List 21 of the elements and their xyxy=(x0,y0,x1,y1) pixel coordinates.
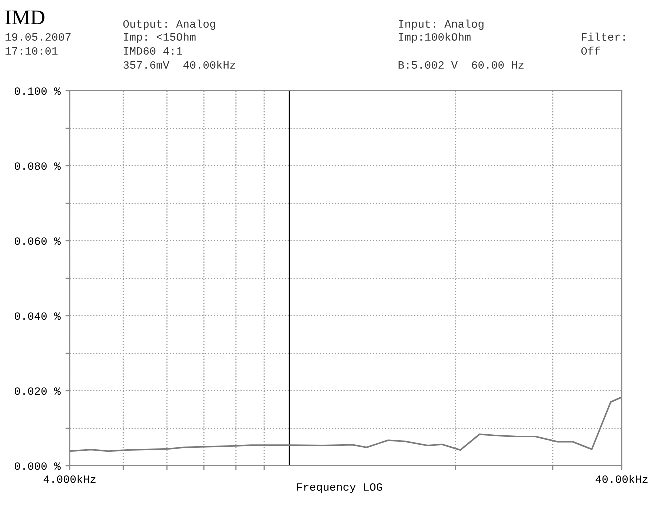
text: Filter: xyxy=(582,32,625,41)
y-tick-label: 0.060 % xyxy=(14,238,61,246)
text: 357.6mV 40.00kHz xyxy=(124,60,236,69)
x-tick-label: 4.000kHz xyxy=(44,475,96,484)
y-tick-label: 0.020 % xyxy=(14,388,61,396)
text: Imp:100kOhm xyxy=(399,32,471,44)
text: B:5.002 V 60.00 Hz xyxy=(398,61,524,69)
text: IMD60 4:1 xyxy=(124,47,182,55)
text: Off xyxy=(582,46,600,55)
y-tick-label: 0.080 % xyxy=(14,162,61,170)
text: 19.05.2007 xyxy=(6,33,71,41)
text: Input: Analog xyxy=(399,20,484,30)
y-tick-label: 0.000 % xyxy=(14,462,61,470)
text: 17:10:01 xyxy=(6,47,58,55)
x-axis-title: Frequency LOG xyxy=(297,483,382,494)
chart-title: IMD xyxy=(6,10,45,24)
text: Imp: <15Ohm xyxy=(124,32,196,44)
text: Output: Analog xyxy=(124,20,216,30)
y-tick-label: 0.040 % xyxy=(14,312,61,320)
y-tick-label: 0.100 % xyxy=(14,88,61,96)
x-tick-label: 40.00kHz xyxy=(596,475,648,484)
